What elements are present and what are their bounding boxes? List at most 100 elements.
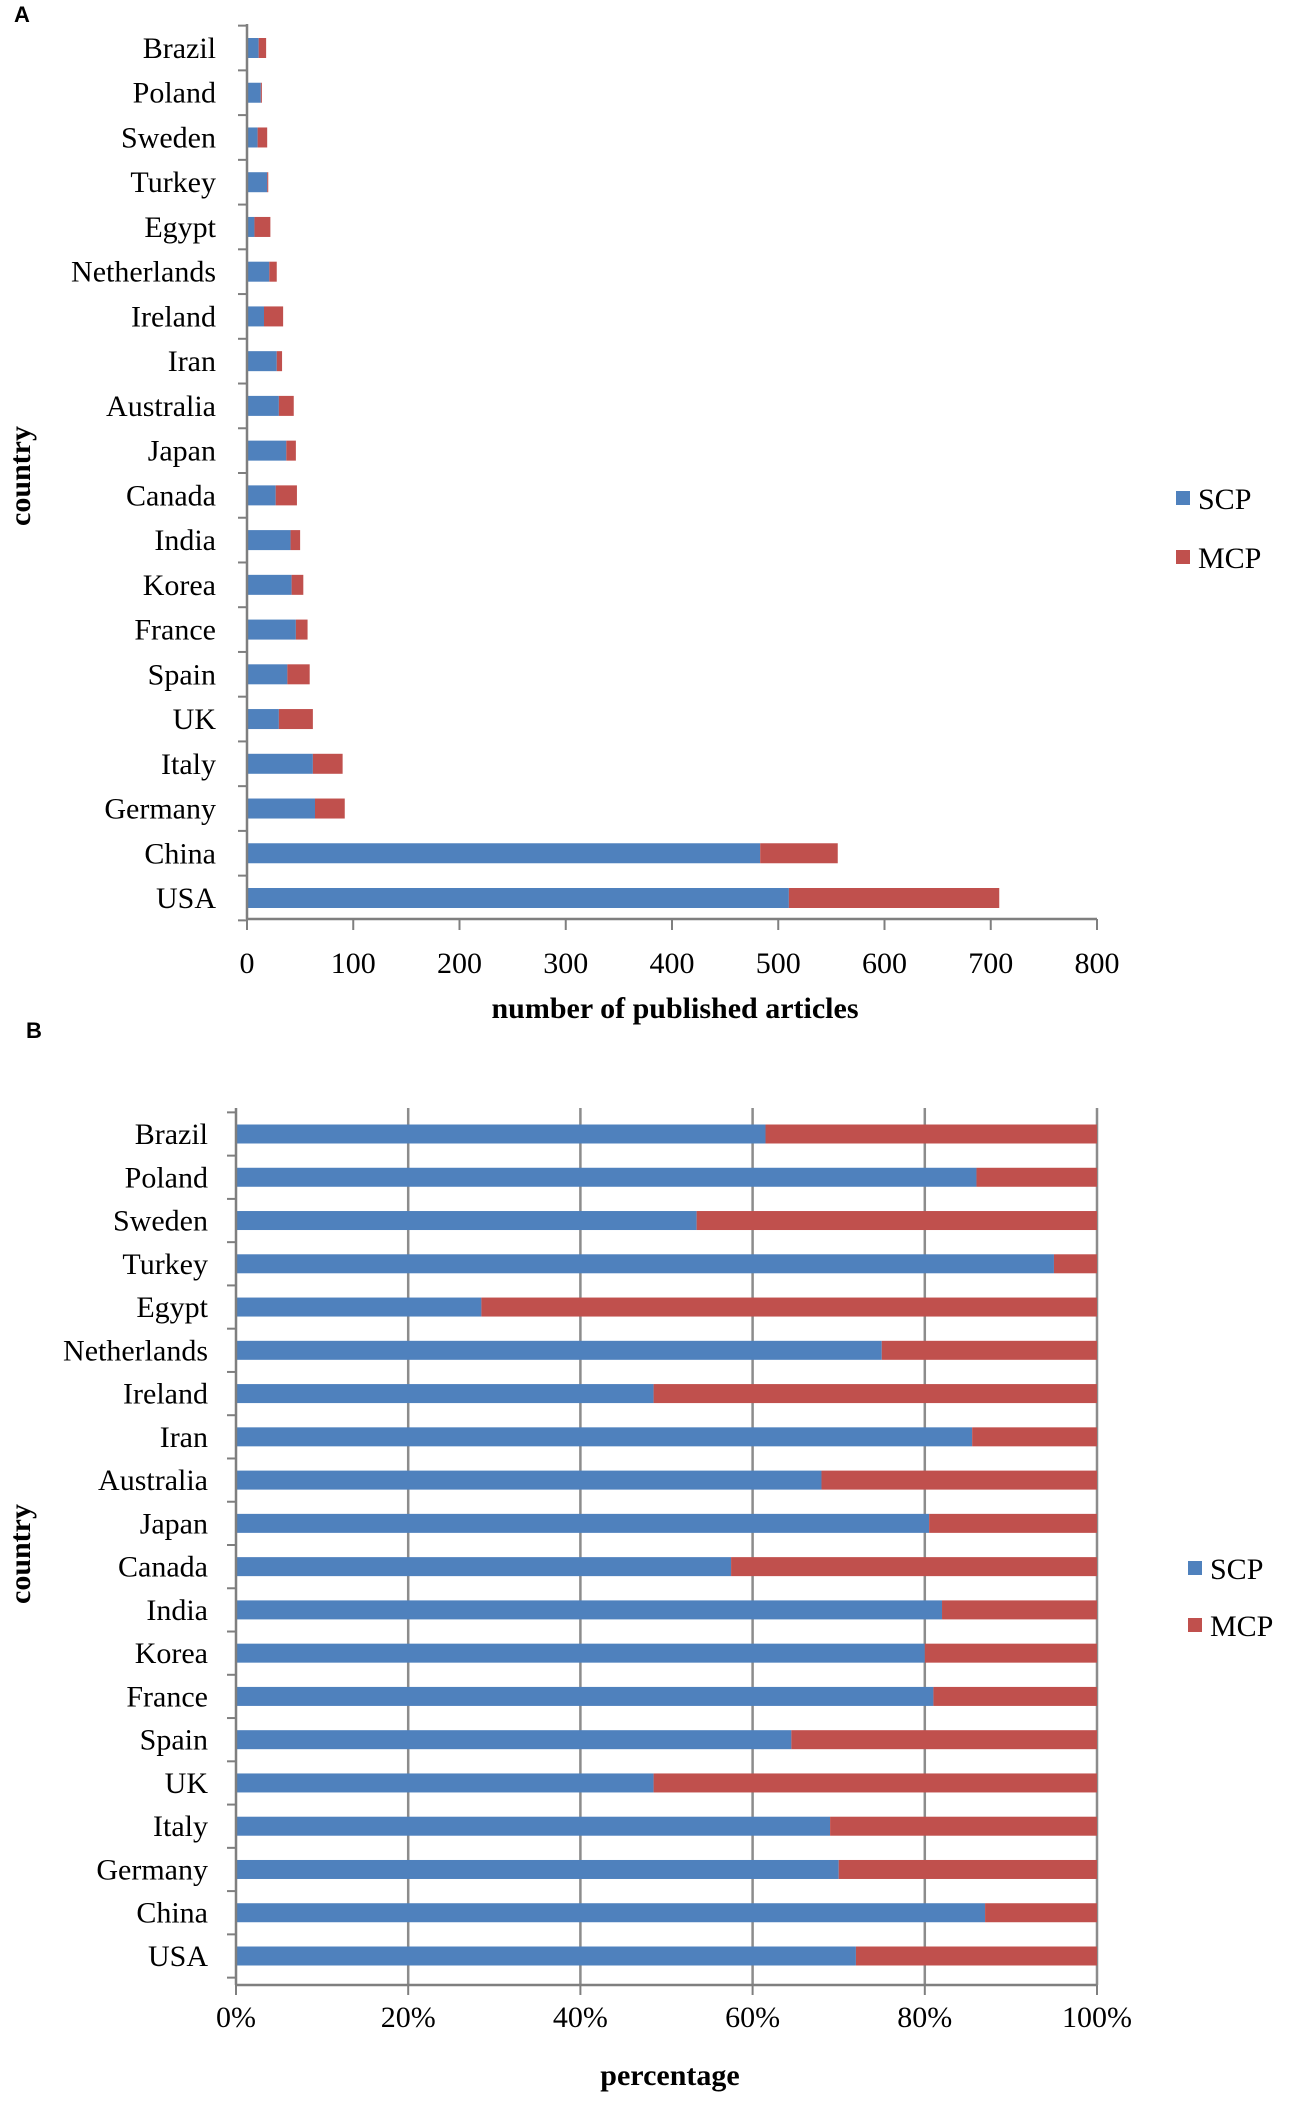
bar-mcp-iran [972, 1427, 1097, 1447]
bar-mcp-germany [315, 798, 345, 819]
x-tick-label: 100 [331, 947, 376, 980]
bar-mcp-korea [924, 1643, 1097, 1663]
bar-mcp-uk [653, 1773, 1097, 1793]
bar-scp-turkey [236, 1254, 1054, 1274]
x-tick-label: 0% [216, 2001, 256, 2034]
bar-mcp-italy [830, 1816, 1097, 1836]
panel-a-letter: A [14, 2, 30, 27]
x-tick-label: 500 [756, 947, 801, 980]
category-label-uk: UK [173, 703, 217, 736]
category-label-france: France [126, 1680, 208, 1713]
legend-swatch-mcp [1188, 1618, 1202, 1632]
bar-scp-korea [247, 574, 292, 595]
category-label-france: France [134, 614, 216, 647]
x-tick-label: 600 [862, 947, 907, 980]
x-tick-label: 700 [968, 947, 1013, 980]
category-label-japan: Japan [148, 435, 216, 468]
panel-b-axes [227, 1108, 1098, 1995]
bar-mcp-ireland [264, 306, 284, 327]
bar-scp-china [247, 843, 761, 864]
panel-b-letter: B [26, 1018, 42, 1043]
x-tick-label: 800 [1075, 947, 1120, 980]
category-label-turkey: Turkey [130, 166, 216, 199]
x-tick-label: 100% [1062, 2001, 1132, 2034]
panel-a-category-labels: Brazil Poland Sweden Turkey Egypt Netherlands… [71, 32, 217, 915]
bar-scp-india [236, 1600, 943, 1620]
category-label-sweden: Sweden [113, 1205, 208, 1238]
bar-scp-sweden [236, 1211, 697, 1231]
bar-mcp-japan [286, 440, 296, 461]
panel-b-y-axis-title: country [4, 1504, 37, 1604]
bar-mcp-spain [791, 1730, 1097, 1750]
category-label-china: China [136, 1897, 208, 1930]
category-label-spain: Spain [148, 658, 216, 691]
x-tick-label: 60% [725, 2001, 780, 2034]
x-tick-label: 200 [437, 947, 482, 980]
category-label-ireland: Ireland [131, 300, 216, 333]
category-label-sweden: Sweden [121, 121, 216, 154]
bar-mcp-usa [788, 888, 1000, 908]
bar-scp-japan [236, 1513, 930, 1533]
bar-mcp-australia [278, 395, 294, 416]
bar-mcp-france [933, 1686, 1097, 1706]
panel-b-chart: B Brazil Poland Sweden Turkey Egypt Netherlan… [4, 1018, 1273, 2092]
bar-mcp-france [295, 619, 308, 640]
x-tick-label: 0 [240, 947, 255, 980]
bar-mcp-germany [838, 1859, 1097, 1879]
bar-scp-italy [247, 753, 313, 774]
bar-scp-india [247, 530, 291, 551]
legend-swatch-mcp [1176, 550, 1190, 564]
category-label-usa: USA [156, 882, 216, 915]
bar-mcp-spain [287, 664, 310, 685]
bar-scp-egypt [247, 216, 255, 237]
x-tick-label: 40% [553, 2001, 608, 2034]
legend-swatch-scp [1176, 491, 1190, 505]
bar-scp-canada [236, 1557, 732, 1577]
bar-scp-australia [247, 395, 279, 416]
bar-mcp-poland [260, 82, 262, 103]
bar-scp-spain [236, 1730, 792, 1750]
category-label-canada: Canada [118, 1551, 208, 1584]
bar-mcp-uk [278, 709, 313, 730]
bar-mcp-ireland [653, 1384, 1097, 1404]
panel-a-legend: SCP MCP [1176, 483, 1261, 575]
bar-scp-netherlands [247, 261, 270, 282]
panel-b-legend: SCP MCP [1188, 1553, 1273, 1643]
bar-mcp-netherlands [881, 1340, 1097, 1360]
category-label-australia: Australia [106, 390, 216, 423]
category-label-egypt: Egypt [136, 1291, 208, 1324]
bar-scp-brazil [247, 38, 259, 58]
bar-mcp-canada [731, 1557, 1097, 1577]
category-label-ireland: Ireland [123, 1378, 208, 1411]
category-label-italy: Italy [161, 748, 216, 781]
category-label-italy: Italy [153, 1810, 208, 1843]
category-label-china: China [144, 837, 216, 870]
bar-scp-australia [236, 1470, 822, 1490]
bar-mcp-usa [855, 1946, 1097, 1966]
panel-b-bars [236, 1124, 1097, 1966]
category-label-spain: Spain [140, 1724, 208, 1757]
bar-scp-egypt [236, 1297, 482, 1317]
category-label-poland: Poland [133, 77, 216, 110]
legend-label-mcp: MCP [1198, 542, 1261, 575]
category-label-netherlands: Netherlands [63, 1334, 208, 1367]
bar-mcp-india [942, 1600, 1097, 1620]
panel-a-axes [238, 24, 1098, 930]
category-label-india: India [154, 524, 216, 557]
legend-swatch-scp [1188, 1561, 1202, 1575]
bar-scp-canada [247, 485, 276, 506]
category-label-germany: Germany [96, 1853, 208, 1886]
category-label-iran: Iran [160, 1421, 208, 1454]
bar-scp-france [247, 619, 296, 640]
bar-mcp-sweden [257, 127, 268, 148]
bar-scp-usa [236, 1946, 856, 1966]
bar-scp-spain [247, 664, 288, 685]
bar-scp-korea [236, 1643, 925, 1663]
panel-a-bars [247, 38, 1000, 908]
bar-scp-turkey [247, 172, 268, 193]
legend-label-mcp: MCP [1210, 1610, 1273, 1643]
bar-mcp-india [290, 530, 301, 551]
panel-a-chart: A Brazil Poland Sweden Turkey Egypt Netherlan… [4, 2, 1261, 1025]
bar-scp-italy [236, 1816, 831, 1836]
